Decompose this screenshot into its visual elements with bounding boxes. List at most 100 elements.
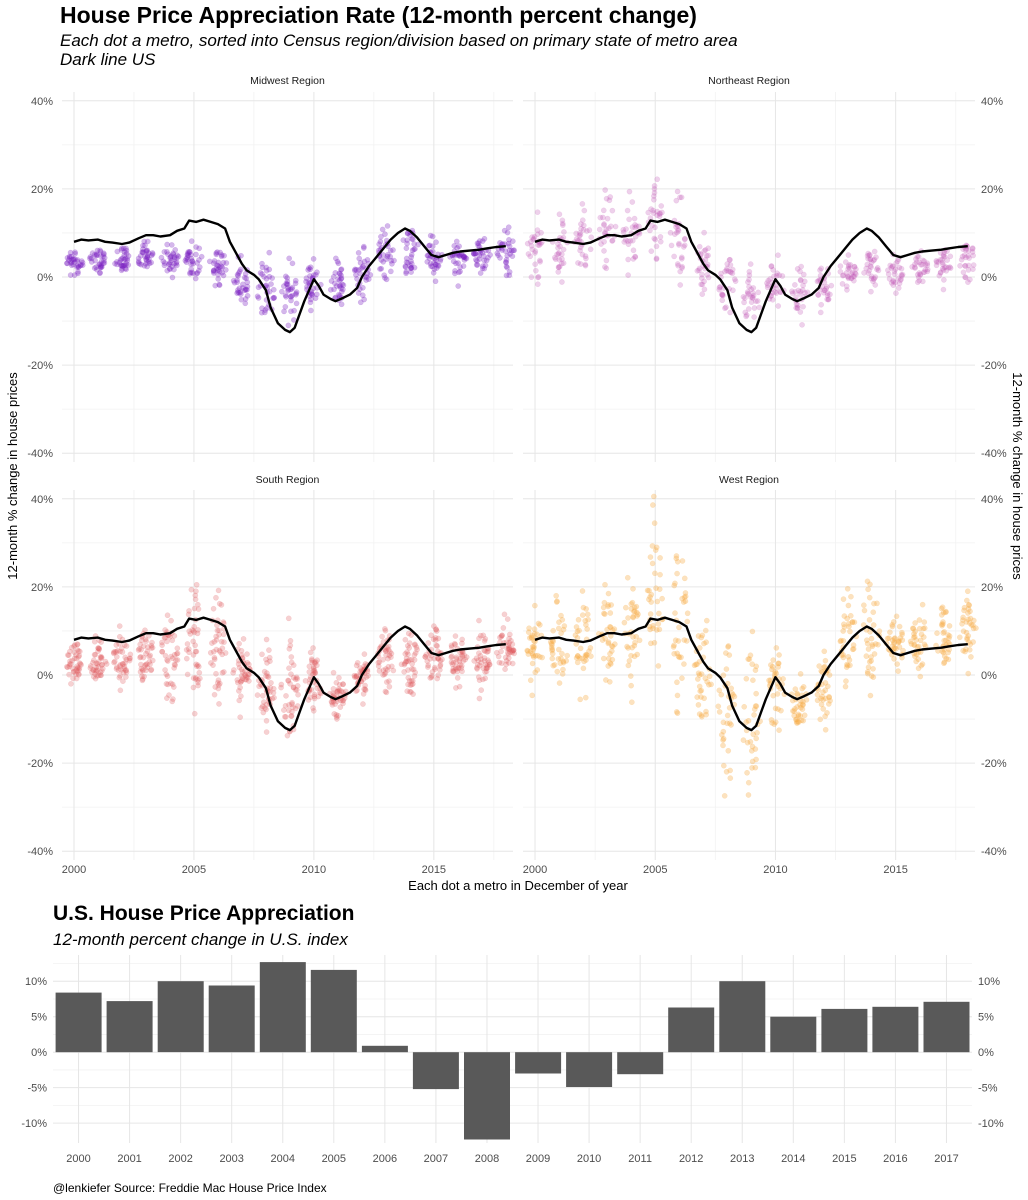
metro-dot <box>211 656 218 663</box>
metro-dot <box>506 237 512 243</box>
metro-dot <box>477 662 483 669</box>
metro-dot <box>701 229 707 236</box>
metro-dot <box>404 240 410 247</box>
metro-dot <box>127 651 134 658</box>
metro-dot <box>426 255 433 262</box>
metro-dot <box>266 266 273 273</box>
bar-x-tick-label: 2001 <box>117 1153 141 1165</box>
metro-dot <box>455 260 461 266</box>
metro-dot <box>507 251 513 257</box>
x-axis-title: Each dot a metro in December of year <box>408 878 628 893</box>
metro-dot <box>308 656 315 662</box>
metro-dot <box>68 259 75 265</box>
metro-dot <box>117 662 123 668</box>
metro-dot <box>405 658 411 665</box>
metro-dot <box>769 663 776 670</box>
metro-dot <box>535 281 541 287</box>
metro-dot <box>337 270 343 277</box>
metro-dot <box>433 628 440 634</box>
metro-dot <box>210 648 217 655</box>
metro-dot <box>90 667 96 673</box>
metro-dot <box>114 261 120 268</box>
metro-dot <box>557 243 563 250</box>
metro-dot <box>263 706 269 713</box>
metro-dot <box>214 267 221 274</box>
metro-dot <box>497 255 503 261</box>
chart-subtitle-line-2: Dark line US <box>60 50 156 69</box>
metro-dot <box>800 282 806 289</box>
metro-dot <box>311 670 317 677</box>
metro-dot <box>461 253 467 260</box>
bar-2010 <box>566 1052 613 1087</box>
metro-dot <box>868 673 875 679</box>
metro-dot <box>797 309 804 315</box>
metro-dot <box>332 280 338 287</box>
metro-dot <box>186 249 193 255</box>
metro-dot <box>352 266 358 273</box>
metro-dot <box>935 259 942 265</box>
metro-dot <box>676 624 682 631</box>
metro-dot <box>556 646 562 653</box>
metro-dot <box>456 243 462 250</box>
metro-dot <box>135 255 142 262</box>
metro-dot <box>506 659 512 666</box>
metro-dot <box>750 290 756 297</box>
metro-dot <box>94 673 100 679</box>
metro-dot <box>596 226 603 233</box>
metro-dot <box>266 647 272 653</box>
metro-dot <box>89 669 95 675</box>
metro-dot <box>94 266 100 273</box>
metro-dot <box>938 612 945 618</box>
metro-dot <box>840 652 846 658</box>
metro-dot <box>161 249 168 255</box>
metro-dot <box>435 656 442 662</box>
metro-dot <box>215 271 221 278</box>
metro-dot <box>340 697 347 704</box>
metro-dot <box>800 717 807 724</box>
metro-dot <box>244 660 251 666</box>
metro-dot <box>116 259 123 266</box>
metro-dot <box>403 259 410 266</box>
metro-dot <box>920 625 927 632</box>
metro-dot <box>822 687 829 694</box>
metro-dot <box>894 258 901 265</box>
metro-dot <box>208 660 214 666</box>
metro-dot <box>703 711 709 718</box>
metro-dot <box>501 611 508 618</box>
metro-dot <box>363 274 370 281</box>
metro-dot <box>656 586 663 592</box>
metro-dot <box>449 653 455 660</box>
metro-dot <box>675 228 682 234</box>
metro-dot <box>339 697 346 704</box>
metro-dot <box>841 613 848 619</box>
metro-dot <box>503 272 510 279</box>
metro-dot <box>412 650 419 656</box>
metro-dot <box>921 619 928 625</box>
metro-dot <box>969 245 976 251</box>
metro-dot <box>575 260 581 266</box>
metro-dot <box>744 289 751 295</box>
metro-dot <box>505 651 512 657</box>
metro-dot <box>863 637 870 643</box>
metro-dot <box>933 262 940 269</box>
metro-dot <box>797 277 804 283</box>
metro-dot <box>924 260 931 266</box>
metro-dot <box>459 653 466 660</box>
metro-dot <box>937 269 944 276</box>
metro-dot <box>971 617 977 624</box>
metro-dot <box>907 638 914 645</box>
metro-dot <box>940 649 947 656</box>
metro-dot <box>601 221 607 227</box>
metro-dot <box>943 655 950 662</box>
metro-dot <box>473 256 479 263</box>
metro-dot <box>184 256 191 263</box>
metro-dot <box>966 602 972 609</box>
metro-dot <box>970 252 976 259</box>
metro-dot <box>121 256 128 263</box>
metro-dot <box>851 273 858 280</box>
metro-dot <box>702 627 709 634</box>
metro-dot <box>845 654 852 660</box>
metro-dot <box>891 271 898 277</box>
metro-dot <box>563 658 570 664</box>
metro-dot <box>605 640 612 647</box>
